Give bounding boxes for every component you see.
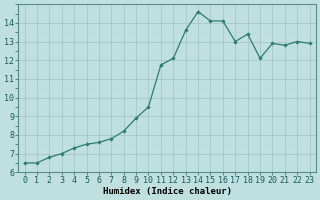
X-axis label: Humidex (Indice chaleur): Humidex (Indice chaleur) [103,187,232,196]
